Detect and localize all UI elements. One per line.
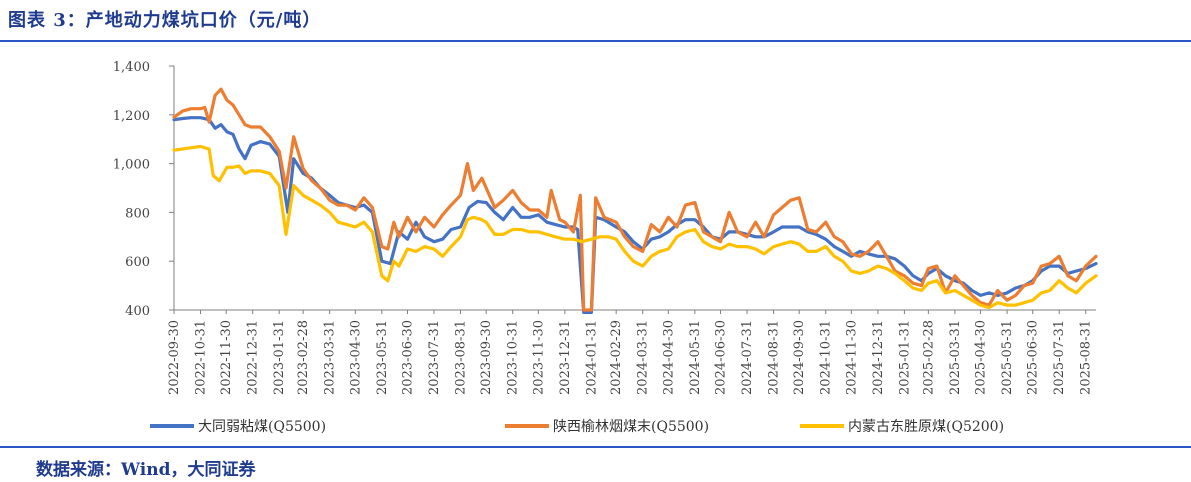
x-tick-label: 2024-11-30 (844, 320, 859, 395)
x-tick-label: 2022-12-31 (246, 320, 261, 395)
x-tick-label: 2025-02-28 (921, 320, 936, 395)
x-tick-label: 2025-05-31 (1000, 320, 1015, 395)
x-tick-label: 2024-06-30 (714, 320, 729, 395)
x-tick-label: 2024-09-30 (792, 320, 807, 395)
chart-axes: 400 600 800 1,000 1,200 1,400 2022-09-30 2022-1… (113, 60, 1096, 395)
top-divider (0, 40, 1191, 42)
y-tick-label: 1,400 (113, 60, 150, 75)
x-tick-label: 2022-11-30 (219, 320, 234, 395)
y-tick-label: 1,200 (113, 109, 150, 124)
y-tick-label: 800 (125, 206, 150, 221)
legend-label-3: 内蒙古东胜原煤(Q5200) (848, 419, 1004, 435)
x-tick-label: 2025-08-31 (1079, 320, 1094, 395)
x-tick-label: 2024-01-31 (584, 320, 599, 395)
x-tick-label: 2025-01-31 (897, 320, 912, 395)
x-tick-label: 2024-08-31 (767, 320, 782, 395)
x-tick-label: 2023-09-30 (479, 320, 494, 395)
y-tick-label: 600 (125, 255, 150, 270)
series-line-2 (172, 87, 1098, 312)
x-tick-label: 2024-04-30 (661, 320, 676, 395)
x-tick-label: 2023-11-30 (531, 320, 546, 395)
x-tick-label: 2024-05-31 (688, 320, 703, 395)
x-tick-label: 2024-07-31 (740, 320, 755, 395)
y-tick-label: 1,000 (113, 158, 150, 173)
x-tick-label: 2023-05-31 (375, 320, 390, 395)
x-tick-label: 2023-02-28 (296, 320, 311, 395)
x-tick-label: 2023-01-31 (272, 320, 287, 395)
line-chart: 400 600 800 1,000 1,200 1,400 2022-09-30 2022-1… (113, 60, 1098, 435)
x-tick-label: 2025-06-30 (1026, 320, 1041, 395)
chart-title: 图表 3：产地动力煤坑口价（元/吨） (8, 10, 322, 31)
bottom-divider (0, 446, 1191, 448)
chart-series (172, 87, 1098, 314)
x-tick-label: 2025-04-30 (974, 320, 989, 395)
x-tick-label: 2024-10-31 (819, 320, 834, 395)
x-tick-label: 2023-04-30 (348, 320, 363, 395)
x-tick-label: 2024-02-29 (609, 320, 624, 395)
y-tick-label: 400 (125, 304, 150, 319)
x-tick-label: 2022-09-30 (167, 320, 182, 395)
x-tick-label: 2023-12-31 (558, 320, 573, 395)
x-tick-label: 2025-07-31 (1052, 320, 1067, 395)
x-tick-label: 2023-08-31 (454, 320, 469, 395)
source-note: 数据来源：Wind，大同证券 (36, 460, 256, 480)
x-tick-label: 2024-12-31 (871, 320, 886, 395)
legend-label-1: 大同弱粘煤(Q5500) (198, 419, 326, 435)
x-tick-label: 2025-03-31 (948, 320, 963, 395)
x-tick-label: 2023-03-31 (323, 320, 338, 395)
x-tick-label: 2023-07-31 (427, 320, 442, 395)
x-tick-label: 2023-06-30 (400, 320, 415, 395)
x-tick-label: 2022-10-31 (194, 320, 209, 395)
x-tick-label: 2024-03-31 (636, 320, 651, 395)
legend-label-2: 陕西榆林烟煤末(Q5500) (553, 419, 709, 435)
series-line-3 (172, 144, 1098, 310)
series-line-1 (172, 116, 1098, 314)
chart-legend: 大同弱粘煤(Q5500) 陕西榆林烟煤末(Q5500) 内蒙古东胜原煤(Q5200) (150, 419, 1004, 435)
x-tick-label: 2023-10-31 (506, 320, 521, 395)
